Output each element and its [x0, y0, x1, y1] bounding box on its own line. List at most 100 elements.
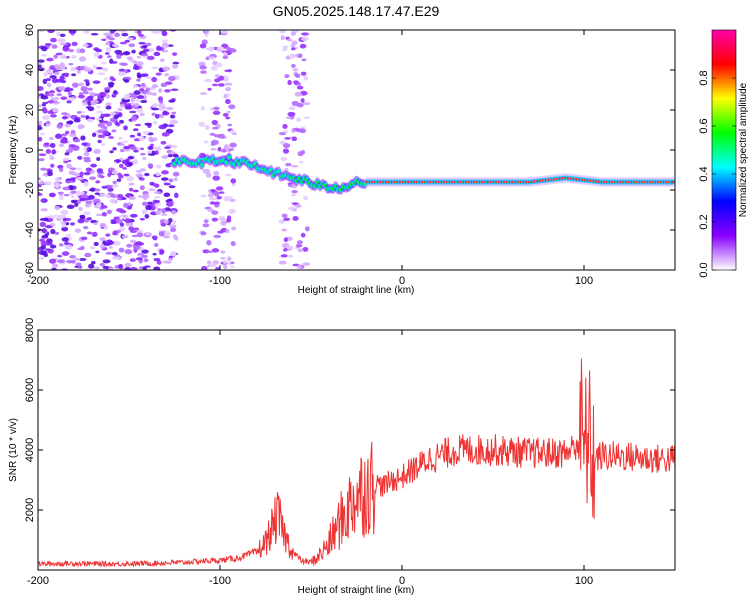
spectrogram-cell	[222, 52, 228, 56]
spectrogram-cell	[127, 156, 134, 160]
chart-title: GN05.2025.148.17.47.E29	[273, 3, 440, 19]
spectrogram-ridge-core	[200, 163, 204, 167]
spectrogram-cell	[291, 63, 296, 68]
spectrogram-cell	[126, 243, 133, 248]
spectrogram-cell	[202, 168, 211, 174]
spectrogram-cell	[169, 114, 176, 119]
spectrogram-cell	[224, 69, 232, 73]
spectrogram-cell	[47, 93, 55, 97]
spectrogram-cell	[113, 216, 120, 220]
spectrogram-ridge-core	[300, 180, 304, 184]
spectrogram-cell	[141, 53, 149, 57]
spectrogram-cell	[287, 111, 296, 117]
spectrogram-cell	[80, 86, 88, 92]
spectrogram-cell	[230, 178, 237, 184]
spectrogram-cell	[124, 249, 133, 255]
spectrogram-cell	[56, 31, 61, 37]
spectrogram-ridge-core	[222, 158, 226, 162]
spectrogram-cell	[119, 143, 126, 147]
spectrogram-cell	[73, 257, 81, 261]
spectrogram-cell	[155, 172, 161, 177]
spectrogram-cell	[296, 117, 302, 123]
spectrogram-cell	[86, 231, 93, 235]
colorbar-tick-label: 0.6	[698, 118, 710, 133]
spectrogram-cell	[99, 262, 105, 267]
spectrogram-cell	[57, 85, 66, 91]
snr-y-tick-label: 8000	[24, 318, 36, 342]
spectrogram-cell	[68, 172, 76, 176]
spectrogram-cell	[161, 155, 169, 159]
spectrogram-cell	[118, 263, 124, 270]
spectrogram-cell	[141, 249, 149, 254]
spectrogram-cell	[301, 36, 309, 42]
spectrogram-cell	[103, 77, 108, 80]
spectrogram-cell	[129, 134, 136, 138]
spectrogram-cell	[115, 158, 120, 164]
spectrogram-cell	[51, 149, 57, 155]
spectrogram-cell	[79, 197, 86, 202]
spectrogram-cell	[143, 193, 150, 199]
spectrogram-cell	[51, 267, 57, 270]
spectrogram-cell	[83, 30, 90, 34]
spectrogram-y-tick-label: -40	[24, 222, 36, 238]
spectrogram-cell	[215, 62, 223, 68]
spectrogram-cell	[40, 198, 48, 203]
spectrogram-cell	[213, 106, 220, 111]
spectrogram-cell	[128, 43, 135, 48]
spectrogram-cell	[128, 118, 133, 122]
snr-x-tick-label: -200	[27, 575, 49, 587]
spectrogram-cell	[38, 191, 41, 195]
spectrogram-cell	[69, 167, 77, 170]
spectrogram-cell	[40, 208, 48, 212]
spectrogram-cell	[291, 40, 298, 46]
spectrogram-cell	[39, 221, 47, 227]
spectrogram-cell	[79, 171, 84, 177]
spectrogram-cell	[131, 234, 139, 238]
spectrogram-cell	[70, 190, 77, 194]
spectrogram-cell	[124, 266, 131, 270]
spectrogram-cell	[61, 133, 68, 137]
spectrogram-cell	[140, 99, 148, 104]
spectrogram-cell	[222, 113, 229, 117]
spectrogram-cell	[145, 42, 152, 47]
spectrogram-cell	[129, 187, 134, 192]
spectrogram-cell	[49, 90, 56, 94]
spectrogram-cell	[303, 75, 309, 81]
spectrogram-cell	[38, 136, 43, 142]
spectrogram-cell	[204, 124, 210, 131]
spectrogram-cell	[154, 210, 162, 215]
spectrogram-cell	[127, 161, 133, 166]
spectrogram-ridge-core	[211, 157, 215, 160]
spectrogram-cell	[66, 204, 75, 210]
spectrogram-cell	[38, 183, 42, 188]
spectrogram-cell	[136, 107, 144, 113]
spectrogram-cell	[96, 168, 104, 173]
spectrogram-x-label: Height of straight line (km)	[298, 285, 415, 296]
spectrogram-cell	[170, 88, 179, 91]
spectrogram-cell	[142, 45, 148, 49]
spectrogram-ridge-core	[323, 184, 327, 187]
spectrogram-cell	[141, 82, 146, 87]
spectrogram-cell	[216, 196, 223, 200]
spectrogram-cell	[135, 99, 141, 102]
snr-series-line	[38, 358, 675, 568]
spectrogram-cell	[168, 178, 174, 183]
spectrogram-cell	[83, 79, 90, 82]
snr-plot: -200 -100 0 100 2000 4000 6000 8000 Height of s…	[8, 318, 676, 596]
spectrogram-cell	[290, 31, 296, 37]
spectrogram-cell	[93, 198, 101, 204]
spectrogram-cell	[229, 129, 236, 134]
spectrogram-cell	[169, 224, 177, 229]
spectrogram-ridge-core	[237, 162, 242, 166]
spectrogram-cell	[103, 126, 108, 130]
spectrogram-cell	[215, 186, 224, 191]
spectrogram-cell	[142, 94, 147, 101]
spectrogram-cell	[102, 259, 111, 264]
spectrogram-ridge-core	[670, 180, 674, 184]
spectrogram-cell	[83, 225, 89, 230]
spectrogram-cell	[147, 47, 155, 53]
spectrogram-cell	[157, 96, 164, 102]
spectrogram-cell	[43, 142, 49, 146]
spectrogram-cell	[174, 192, 179, 198]
